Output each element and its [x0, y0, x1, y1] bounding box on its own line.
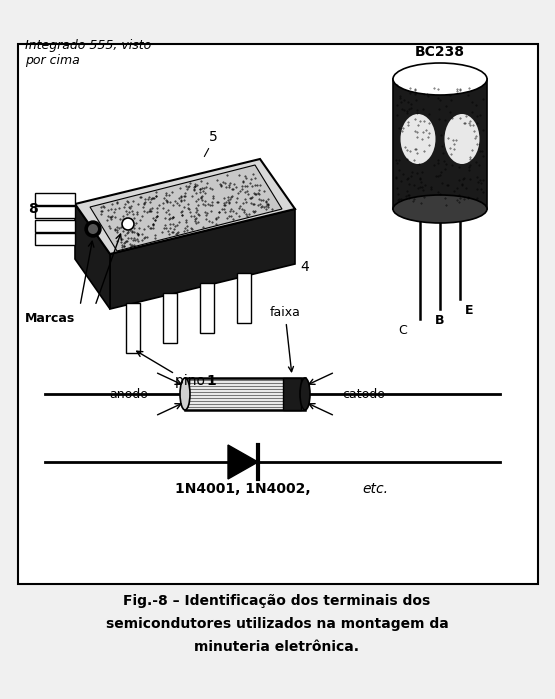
Text: 4: 4 — [300, 260, 309, 274]
Text: Marcas: Marcas — [25, 312, 75, 325]
Polygon shape — [228, 445, 258, 479]
Polygon shape — [35, 206, 75, 218]
Bar — [393, 79, 487, 209]
Text: 5: 5 — [209, 130, 218, 144]
Polygon shape — [110, 209, 295, 309]
Text: semicondutores utilizados na montagem da: semicondutores utilizados na montagem da — [105, 617, 448, 631]
Polygon shape — [75, 204, 110, 309]
Bar — [163, 293, 177, 343]
Text: Integrado 555, visto
por cima: Integrado 555, visto por cima — [25, 39, 152, 67]
Bar — [185, 378, 305, 410]
Ellipse shape — [445, 114, 480, 164]
Ellipse shape — [300, 378, 310, 410]
Text: etc.: etc. — [362, 482, 388, 496]
Ellipse shape — [180, 378, 190, 410]
Polygon shape — [35, 193, 75, 205]
Polygon shape — [90, 165, 282, 251]
Text: C: C — [398, 324, 407, 337]
Ellipse shape — [393, 195, 487, 223]
Text: minuteria eletrônica.: minuteria eletrônica. — [194, 640, 360, 654]
Text: catodo: catodo — [342, 387, 385, 401]
Bar — [200, 283, 214, 333]
Text: faixa: faixa — [270, 306, 300, 372]
Circle shape — [122, 218, 134, 230]
Text: 1: 1 — [206, 374, 216, 388]
Bar — [126, 303, 140, 353]
Text: Fig.-8 – Identificação dos terminais dos: Fig.-8 – Identificação dos terminais dos — [123, 594, 431, 608]
Text: E: E — [465, 304, 473, 317]
Bar — [18, 44, 538, 584]
Text: 8: 8 — [28, 202, 38, 216]
Bar — [283, 378, 301, 410]
Polygon shape — [35, 220, 75, 232]
Ellipse shape — [401, 114, 436, 164]
Text: BC238: BC238 — [415, 45, 465, 59]
Bar — [237, 273, 251, 323]
Circle shape — [85, 221, 101, 237]
Polygon shape — [75, 159, 295, 254]
Text: anodo: anodo — [109, 387, 148, 401]
Circle shape — [88, 224, 98, 234]
Ellipse shape — [393, 63, 487, 95]
Polygon shape — [35, 233, 75, 245]
Text: 1N4001, 1N4002,: 1N4001, 1N4002, — [175, 482, 315, 496]
Text: B: B — [435, 314, 445, 327]
Text: pino: pino — [175, 374, 209, 388]
